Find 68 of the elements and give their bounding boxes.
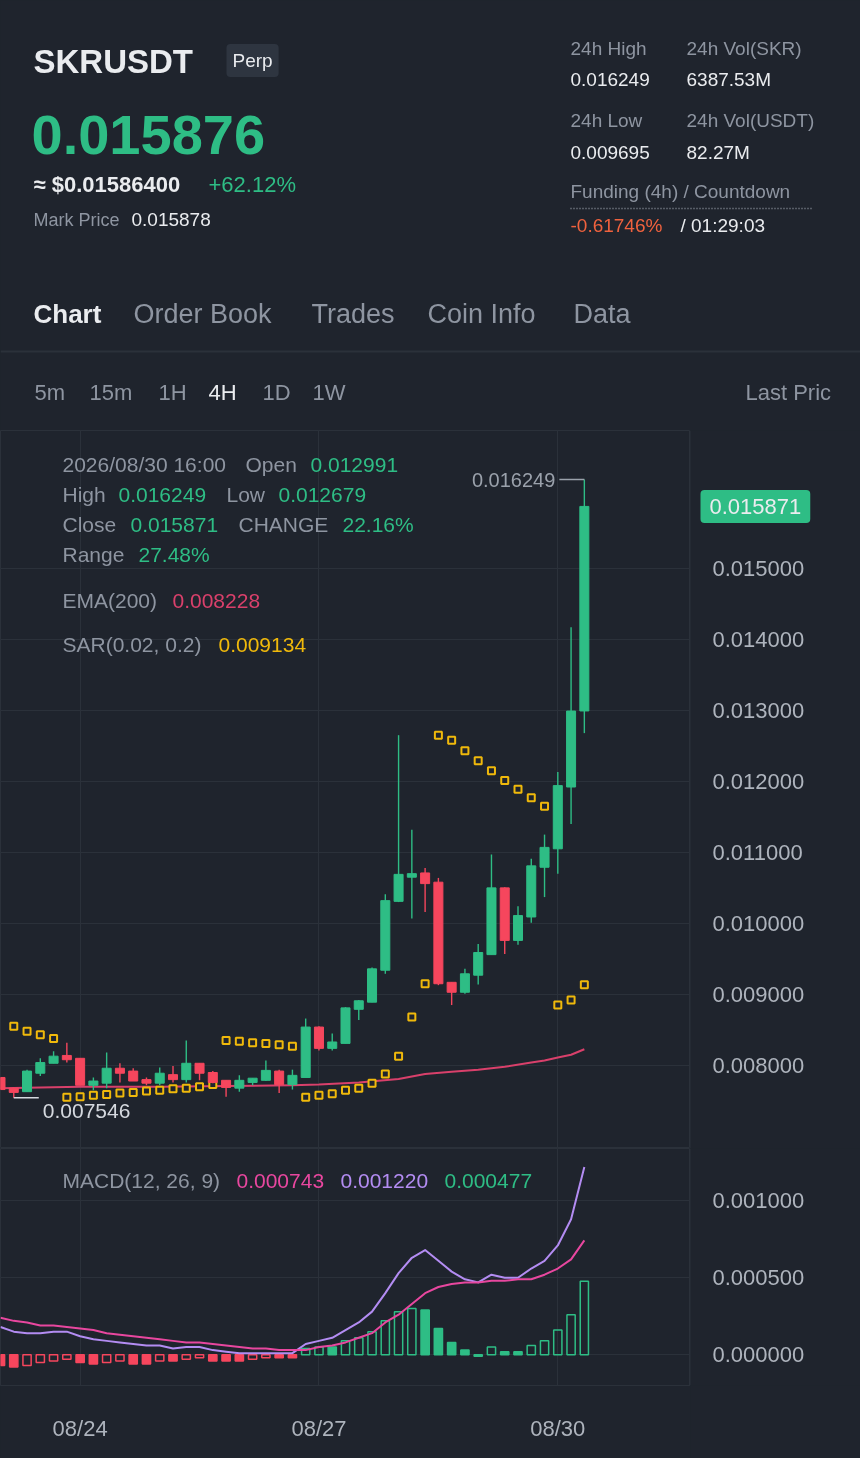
annotation: 27.48% xyxy=(138,543,210,566)
text: 24h Low xyxy=(570,110,643,131)
text: 1H xyxy=(158,380,187,405)
annotation: EMA(200) xyxy=(62,589,158,612)
annotation: High xyxy=(62,483,106,506)
text: 6387.53M xyxy=(686,69,772,90)
y-tick-label: 0.000000 xyxy=(712,1342,805,1368)
text: -0.61746% xyxy=(570,215,663,236)
text: Order Book xyxy=(133,298,273,329)
text: 0.016249 xyxy=(570,69,650,90)
x-tick-label: 08/24 xyxy=(52,1415,108,1441)
text: / 01:29:03 xyxy=(680,215,766,236)
text: SKRUSDT xyxy=(33,43,194,80)
y-tick-label: 0.013000 xyxy=(712,697,805,723)
text: Coin Info xyxy=(427,298,536,329)
annotation: 0.012991 xyxy=(310,452,399,476)
annotation: Open xyxy=(245,453,297,476)
annotation: 0.000743 xyxy=(236,1168,325,1192)
text: Data xyxy=(573,298,632,329)
text: 0.015878 xyxy=(131,209,211,230)
y-tick-label: 0.012000 xyxy=(712,768,805,794)
text: 5m xyxy=(34,380,66,405)
annotation: Range xyxy=(62,543,125,566)
text: 24h High xyxy=(570,38,647,59)
annotation: 0.012679 xyxy=(278,482,367,506)
annotation: 0.001220 xyxy=(340,1168,429,1192)
annotation: 0.015871 xyxy=(130,512,219,536)
text: Trades xyxy=(311,298,395,329)
annotation: MACD(12, 26, 9) xyxy=(62,1169,221,1192)
y-tick-label: 0.010000 xyxy=(712,910,805,936)
annotation: 0.016249 xyxy=(118,482,207,506)
y-tick-label: 0.011000 xyxy=(712,839,803,865)
annotation: 0.000477 xyxy=(444,1168,533,1192)
y-tick-label: 0.015000 xyxy=(712,555,805,581)
text: Perp xyxy=(232,50,273,71)
text: 4H xyxy=(208,380,237,405)
text: ≈ $0.01586400 xyxy=(33,172,181,197)
annotation: SAR(0.02, 0.2) xyxy=(62,633,202,656)
text: 15m xyxy=(89,380,133,405)
text: Funding (4h) / Countdown xyxy=(570,181,791,202)
annotation: CHANGE xyxy=(238,513,329,536)
text: 24h Vol(USDT) xyxy=(686,110,815,131)
annotation: Close xyxy=(62,513,117,536)
annotation: 0.007546 xyxy=(42,1098,131,1122)
text: 0.015871 xyxy=(709,494,802,519)
text: Mark Price xyxy=(33,209,120,230)
y-tick-label: 0.009000 xyxy=(712,981,805,1007)
annotation: 0.008228 xyxy=(172,588,261,612)
annotation: 0.009134 xyxy=(218,632,307,656)
text: 1W xyxy=(312,380,346,405)
y-tick-label: 0.008000 xyxy=(712,1052,805,1078)
annotation: Low xyxy=(226,483,266,506)
y-tick-label: 0.001000 xyxy=(712,1188,805,1214)
text: 0.015876 xyxy=(31,102,266,166)
y-tick-label: 0.000500 xyxy=(712,1265,805,1291)
text: 24h Vol(SKR) xyxy=(686,38,802,59)
text: 1D xyxy=(262,380,291,405)
annotation: 22.16% xyxy=(342,513,414,536)
annotation: 0.016249 xyxy=(471,468,556,491)
annotation: 2026/08/30 16:00 xyxy=(62,453,226,476)
text: 0.009695 xyxy=(570,142,650,163)
text: Last Pric xyxy=(745,380,832,405)
text: +62.12% xyxy=(208,172,296,197)
text: 82.27M xyxy=(686,142,750,163)
y-tick-label: 0.014000 xyxy=(712,626,805,652)
text: Chart xyxy=(33,298,102,329)
x-tick-label: 08/27 xyxy=(291,1415,347,1441)
x-tick-label: 08/30 xyxy=(530,1415,586,1441)
